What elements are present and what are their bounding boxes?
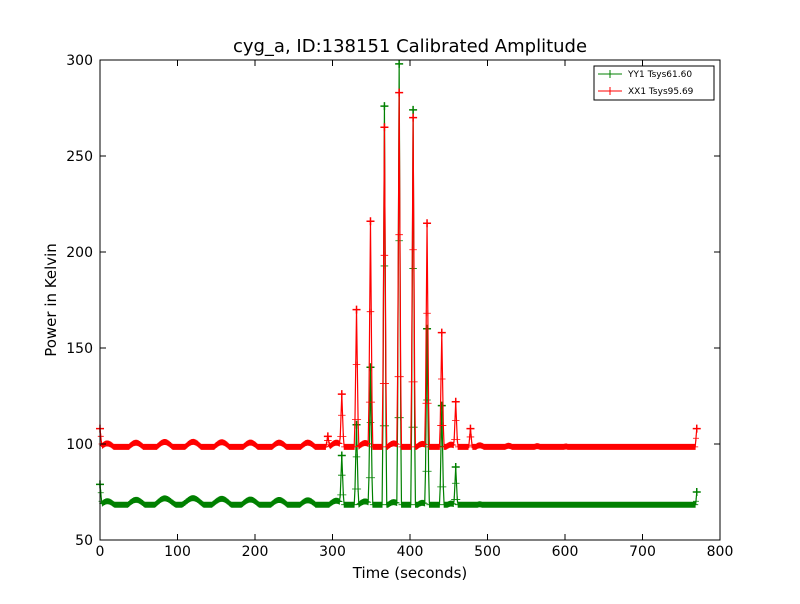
spike-point xyxy=(352,420,361,429)
legend-label-yy1: YY1 Tsys61.60 xyxy=(627,70,692,80)
ticks-layer: 0 100 200 300 400 500 600 700 800 50 100 150 200 250 3… xyxy=(66,53,733,560)
x-tick-label: 500 xyxy=(474,544,501,560)
spike-point xyxy=(423,219,432,228)
y-tick-label: 150 xyxy=(66,341,93,357)
spike-point xyxy=(337,451,346,460)
spike-point xyxy=(451,397,460,406)
x-tick-label: 100 xyxy=(164,544,191,560)
x-tick-label: 600 xyxy=(552,544,579,560)
x-tick-label: 0 xyxy=(96,544,105,560)
y-tick-label: 100 xyxy=(66,437,93,453)
spike-point xyxy=(380,102,389,111)
spike-point xyxy=(451,463,460,472)
spike-point xyxy=(466,424,475,433)
y-tick-label: 300 xyxy=(66,53,93,69)
x-axis-label: Time (seconds) xyxy=(352,564,468,582)
y-tick-label: 250 xyxy=(66,149,93,165)
x-tick-label: 200 xyxy=(242,544,269,560)
spike-point xyxy=(323,432,332,441)
spike-point xyxy=(366,363,375,372)
legend-box xyxy=(593,65,715,101)
spike-point xyxy=(423,324,432,333)
spike-point xyxy=(352,305,361,314)
legend-label-xx1: XX1 Tsys95.69 xyxy=(628,87,694,97)
y-tick-label: 50 xyxy=(75,533,93,549)
x-tick-label: 700 xyxy=(629,544,656,560)
spike-point xyxy=(409,105,418,114)
y-tick-label: 200 xyxy=(66,245,93,261)
x-tick-label: 400 xyxy=(397,544,424,560)
x-tick-label: 800 xyxy=(707,544,734,560)
spike-point xyxy=(366,217,375,226)
spike-point xyxy=(395,59,404,68)
spike-point xyxy=(437,401,446,410)
spike-point xyxy=(337,390,346,399)
spike-point xyxy=(380,123,389,132)
spike-point xyxy=(437,328,446,337)
legend: YY1 Tsys61.60 XX1 Tsys95.69 xyxy=(593,65,715,101)
spike-point xyxy=(395,88,404,97)
legend-marker-xx1 xyxy=(606,87,614,95)
spike-point xyxy=(692,424,701,433)
spike-point xyxy=(692,488,701,496)
legend-marker-yy1 xyxy=(606,70,614,78)
chart-title: cyg_a, ID:138151 Calibrated Amplitude xyxy=(233,36,587,57)
x-tick-label: 300 xyxy=(319,544,346,560)
spike-point xyxy=(409,113,418,122)
y-axis-label: Power in Kelvin xyxy=(42,243,60,357)
